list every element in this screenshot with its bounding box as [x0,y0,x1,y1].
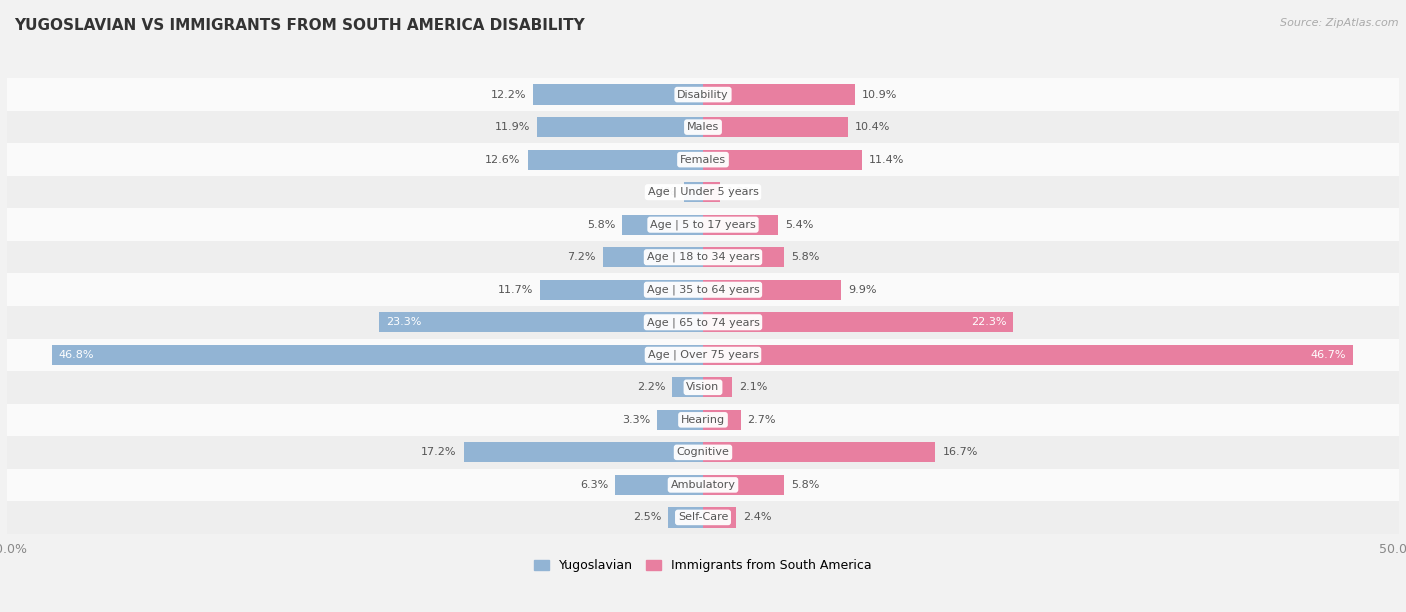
Bar [7,338,1399,371]
Bar [7,371,1399,403]
Text: Age | 5 to 17 years: Age | 5 to 17 years [650,220,756,230]
Bar [7,241,1399,274]
Text: Cognitive: Cognitive [676,447,730,457]
Text: 12.2%: 12.2% [491,89,526,100]
Text: 2.7%: 2.7% [748,415,776,425]
Text: 23.3%: 23.3% [385,317,420,327]
Text: Age | 65 to 74 years: Age | 65 to 74 years [647,317,759,327]
Text: 2.5%: 2.5% [633,512,661,523]
Text: 9.9%: 9.9% [848,285,876,295]
Text: Age | 35 to 64 years: Age | 35 to 64 years [647,285,759,295]
Bar [7,403,1399,436]
Bar [7,78,1399,111]
Text: 22.3%: 22.3% [972,317,1007,327]
Bar [7,436,1399,469]
Text: 5.8%: 5.8% [586,220,616,230]
Bar [703,280,841,300]
Text: 11.7%: 11.7% [498,285,533,295]
Text: 11.4%: 11.4% [869,155,904,165]
Text: 5.4%: 5.4% [785,220,814,230]
Bar [657,410,703,430]
Bar [464,442,703,463]
Text: 16.7%: 16.7% [942,447,977,457]
Text: Age | 18 to 34 years: Age | 18 to 34 years [647,252,759,263]
Bar [537,117,703,137]
Bar [683,182,703,202]
Bar [703,182,720,202]
Bar [7,209,1399,241]
Text: 1.2%: 1.2% [727,187,755,197]
Bar [603,247,703,267]
Bar [703,117,848,137]
Bar [533,84,703,105]
Text: Source: ZipAtlas.com: Source: ZipAtlas.com [1281,18,1399,28]
Text: YUGOSLAVIAN VS IMMIGRANTS FROM SOUTH AMERICA DISABILITY: YUGOSLAVIAN VS IMMIGRANTS FROM SOUTH AME… [14,18,585,34]
Text: 2.4%: 2.4% [744,512,772,523]
Bar [703,345,1353,365]
Bar [7,469,1399,501]
Text: Males: Males [688,122,718,132]
Text: 11.9%: 11.9% [495,122,530,132]
Text: 2.2%: 2.2% [637,382,665,392]
Bar [7,143,1399,176]
Text: Age | Over 75 years: Age | Over 75 years [648,349,758,360]
Text: 3.3%: 3.3% [621,415,650,425]
Text: Self-Care: Self-Care [678,512,728,523]
Bar [7,274,1399,306]
Bar [7,501,1399,534]
Bar [703,410,741,430]
Bar [616,475,703,495]
Text: Hearing: Hearing [681,415,725,425]
Bar [378,312,703,332]
Text: 12.6%: 12.6% [485,155,520,165]
Bar [7,176,1399,209]
Text: 17.2%: 17.2% [422,447,457,457]
Bar [623,215,703,235]
Bar [7,306,1399,338]
Bar [668,507,703,528]
Bar [527,149,703,170]
Text: 1.4%: 1.4% [648,187,676,197]
Bar [703,312,1014,332]
Text: 6.3%: 6.3% [581,480,609,490]
Bar [703,377,733,397]
Text: Ambulatory: Ambulatory [671,480,735,490]
Bar [540,280,703,300]
Text: 5.8%: 5.8% [790,252,820,262]
Bar [52,345,703,365]
Bar [7,111,1399,143]
Bar [703,442,935,463]
Bar [703,507,737,528]
Text: Age | Under 5 years: Age | Under 5 years [648,187,758,198]
Text: 5.8%: 5.8% [790,480,820,490]
Text: 10.9%: 10.9% [862,89,897,100]
Bar [703,149,862,170]
Text: Disability: Disability [678,89,728,100]
Text: 10.4%: 10.4% [855,122,890,132]
Text: 46.8%: 46.8% [59,350,94,360]
Legend: Yugoslavian, Immigrants from South America: Yugoslavian, Immigrants from South Ameri… [534,559,872,572]
Text: 46.7%: 46.7% [1310,350,1346,360]
Bar [703,215,778,235]
Bar [703,247,783,267]
Bar [672,377,703,397]
Bar [703,475,783,495]
Text: Vision: Vision [686,382,720,392]
Text: 2.1%: 2.1% [740,382,768,392]
Bar [703,84,855,105]
Text: Females: Females [681,155,725,165]
Text: 7.2%: 7.2% [567,252,596,262]
